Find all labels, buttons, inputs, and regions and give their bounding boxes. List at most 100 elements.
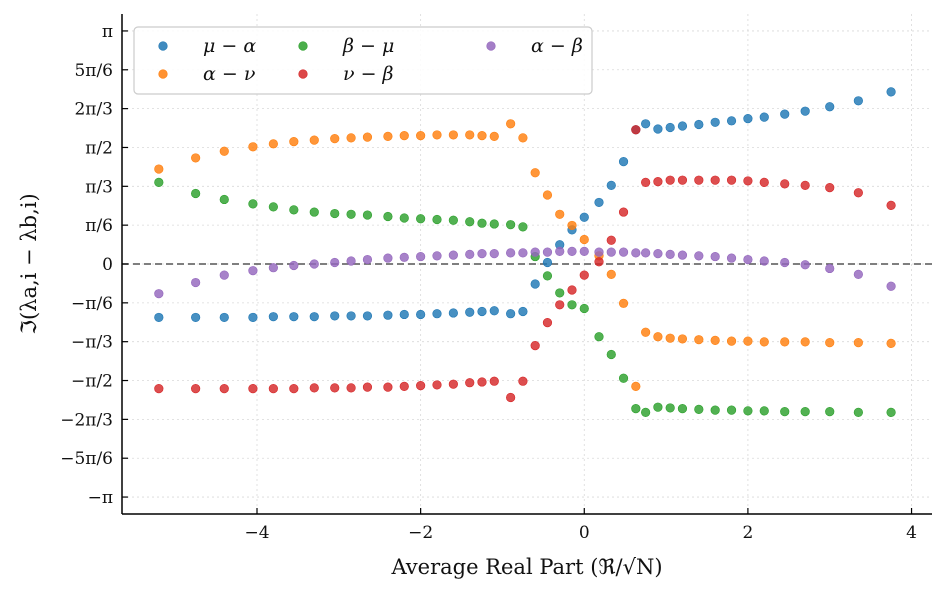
point-nu-beta	[465, 378, 475, 388]
series-beta-mu	[154, 177, 896, 417]
point-alpha-beta	[853, 269, 863, 279]
point-mu-alpha	[677, 121, 688, 131]
y-tick-label: 5π/6	[74, 61, 113, 81]
point-mu-alpha	[416, 309, 426, 320]
point-mu-alpha	[465, 307, 475, 317]
series-alpha-nu	[154, 119, 896, 392]
legend: μ − α α − ν β − μ ν − β α − β	[133, 26, 593, 95]
point-beta-mu	[448, 215, 458, 225]
point-alpha-nu	[653, 332, 663, 342]
point-beta-mu	[346, 209, 356, 219]
point-alpha-beta	[191, 277, 201, 288]
point-alpha-nu	[154, 164, 164, 174]
point-alpha-beta	[542, 247, 553, 257]
point-nu-beta	[579, 270, 589, 280]
point-nu-beta	[606, 235, 616, 245]
point-alpha-nu	[555, 209, 565, 219]
point-mu-alpha	[800, 106, 810, 116]
point-beta-mu	[289, 205, 299, 215]
point-beta-mu	[191, 188, 201, 199]
point-alpha-nu	[416, 131, 426, 141]
point-alpha-beta	[555, 246, 565, 256]
point-beta-mu	[489, 219, 499, 229]
point-mu-alpha	[853, 96, 863, 106]
point-alpha-nu	[886, 338, 896, 348]
point-alpha-nu	[743, 336, 753, 346]
point-nu-beta	[631, 125, 641, 135]
point-nu-beta	[567, 285, 577, 295]
legend-marker	[298, 41, 308, 51]
point-nu-beta	[489, 376, 499, 386]
point-alpha-beta	[383, 253, 393, 263]
point-alpha-beta	[800, 260, 810, 270]
point-mu-alpha	[518, 306, 528, 317]
point-nu-beta	[289, 384, 299, 394]
point-beta-mu	[567, 300, 577, 310]
x-tick-label: 0	[579, 523, 590, 543]
point-nu-beta	[726, 175, 737, 185]
point-mu-alpha	[618, 157, 629, 167]
legend-entry-beta-mu: β − μ	[298, 35, 394, 57]
point-mu-alpha	[780, 109, 790, 119]
point-alpha-beta	[248, 266, 258, 276]
legend-marker	[486, 41, 496, 51]
point-nu-beta	[825, 182, 835, 193]
point-mu-alpha	[743, 113, 753, 124]
data-points	[154, 87, 896, 417]
point-alpha-nu	[641, 327, 651, 337]
point-beta-mu	[506, 220, 516, 230]
point-alpha-beta	[759, 256, 769, 266]
point-alpha-nu	[432, 130, 442, 140]
point-nu-beta	[886, 200, 896, 210]
point-beta-mu	[594, 332, 604, 342]
point-beta-mu	[432, 214, 442, 225]
point-alpha-beta	[677, 250, 688, 260]
point-beta-mu	[542, 271, 553, 281]
point-nu-beta	[710, 175, 720, 185]
point-nu-beta	[618, 207, 629, 217]
point-mu-alpha	[606, 180, 616, 190]
point-alpha-nu	[219, 146, 229, 156]
series-nu-beta	[154, 125, 896, 403]
point-alpha-nu	[362, 132, 373, 142]
y-tick-label: −π/6	[71, 294, 113, 314]
point-mu-alpha	[432, 309, 442, 319]
point-mu-alpha	[309, 312, 319, 322]
y-axis-title: ℑ(λa,i − λb,i)	[17, 193, 41, 334]
point-alpha-beta	[465, 249, 475, 259]
point-mu-alpha	[268, 312, 278, 322]
y-tick-label: π/2	[85, 138, 113, 158]
point-beta-mu	[631, 404, 641, 414]
point-alpha-nu	[399, 131, 409, 141]
point-alpha-nu	[191, 153, 201, 163]
y-tick-label: −5π/6	[60, 449, 113, 469]
point-nu-beta	[677, 175, 688, 185]
point-beta-mu	[248, 199, 258, 209]
point-alpha-beta	[268, 263, 278, 273]
point-alpha-beta	[579, 246, 589, 256]
point-alpha-beta	[362, 254, 373, 265]
point-alpha-beta	[710, 251, 720, 262]
point-nu-beta	[362, 382, 373, 392]
point-beta-mu	[886, 407, 896, 417]
y-tick-label: −π	[88, 488, 113, 508]
point-alpha-nu	[759, 337, 769, 347]
point-alpha-beta	[631, 248, 641, 258]
point-alpha-nu	[567, 220, 577, 231]
point-nu-beta	[399, 381, 409, 392]
y-tick-label: −2π/3	[60, 410, 113, 430]
point-mu-alpha	[530, 279, 540, 289]
legend-frame	[133, 26, 593, 95]
point-alpha-nu	[825, 338, 835, 348]
point-alpha-nu	[346, 133, 356, 143]
point-nu-beta	[383, 382, 393, 392]
point-alpha-nu	[489, 131, 499, 142]
point-beta-mu	[694, 404, 704, 415]
point-beta-mu	[759, 406, 769, 416]
point-mu-alpha	[399, 309, 409, 320]
point-beta-mu	[743, 406, 753, 416]
point-alpha-nu	[665, 333, 675, 343]
point-mu-alpha	[154, 312, 164, 323]
point-nu-beta	[191, 384, 201, 394]
